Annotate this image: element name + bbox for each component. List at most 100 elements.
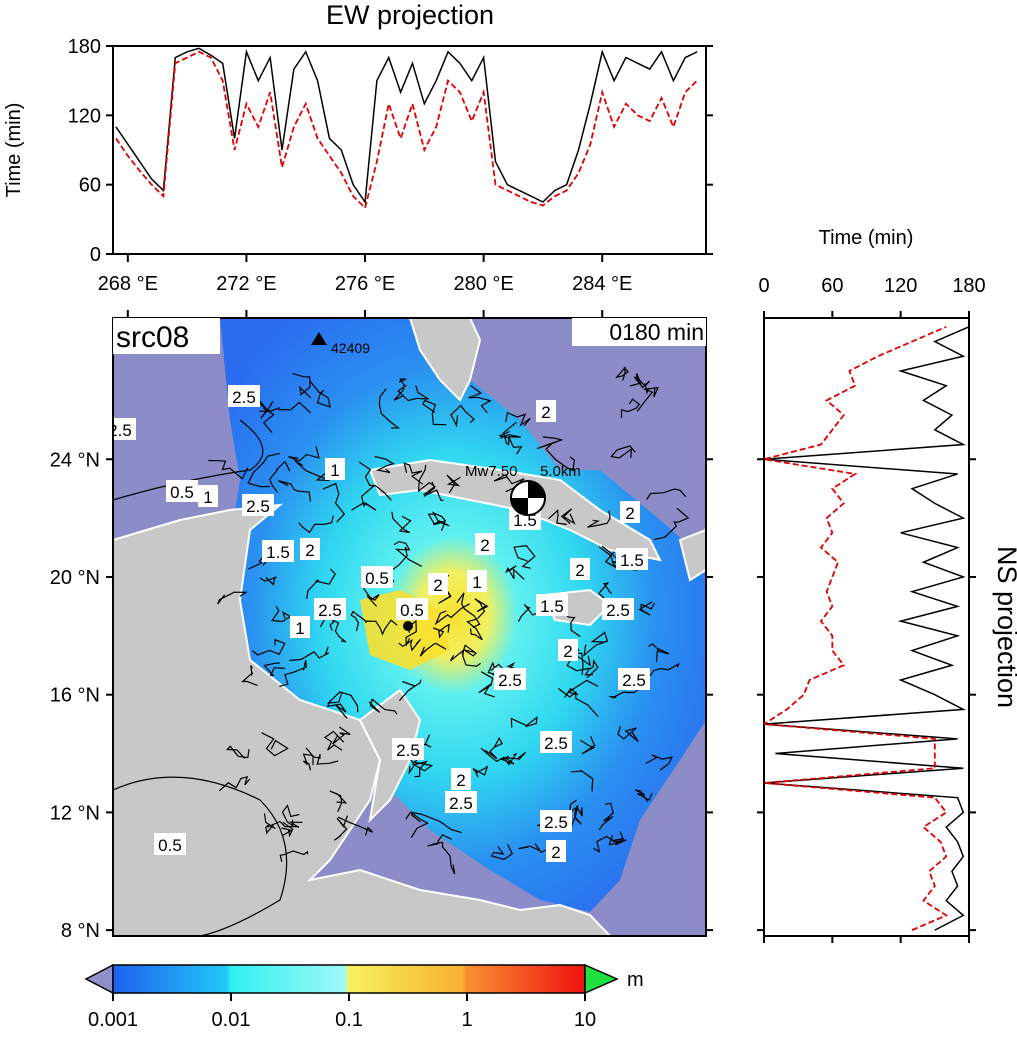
ns-panel: Time (min) NS projection 0 60 120 180 [758, 227, 1017, 943]
contour-label: 2.5 [622, 671, 646, 690]
map-ytick-label: 16 °N [50, 685, 100, 707]
contour-line [326, 699, 348, 719]
contour-line [432, 841, 456, 875]
contour-line [302, 753, 314, 771]
colorbar-tick-label: 0.1 [335, 1009, 363, 1031]
contour-line [279, 850, 309, 863]
contour-line [432, 623, 450, 639]
source-point-icon [403, 621, 413, 631]
contour-line [393, 540, 422, 567]
contour-line [419, 642, 447, 657]
contour-line [351, 485, 377, 511]
contour-line [263, 813, 276, 835]
contour-line [397, 384, 429, 402]
contour-label-box [540, 810, 572, 832]
contour-label-box [467, 570, 487, 592]
contour-line [446, 474, 461, 494]
contour-line [545, 442, 576, 472]
ew-ytick-label: 0 [90, 244, 101, 266]
contour-line [289, 646, 330, 662]
contour-label-box [396, 598, 428, 620]
contour-line [350, 610, 367, 632]
contour-line [634, 789, 653, 802]
contour-line [427, 834, 452, 847]
contour-line [251, 638, 286, 656]
contour-line [391, 511, 412, 534]
contour-line [449, 648, 481, 667]
contour-label: 1 [330, 461, 339, 480]
contour-line [517, 603, 541, 622]
contour-line [427, 513, 450, 527]
ew-frame [112, 45, 707, 255]
station-label: 42409 [331, 340, 370, 356]
contour-line [548, 509, 567, 526]
colorbar-ticks: 0.001 0.01 0.1 1 10 [88, 993, 596, 1031]
contour-line [557, 688, 599, 717]
contour-line [405, 811, 462, 834]
contour-line [271, 605, 292, 623]
contour-line [466, 618, 483, 641]
contour-line [646, 488, 687, 500]
land-florida [408, 318, 482, 402]
contour-label: 2 [551, 843, 560, 862]
ns-xtick-label: 120 [884, 275, 917, 297]
contour-label: 2.5 [449, 794, 473, 813]
contour-line [338, 816, 374, 836]
contour-line [570, 769, 594, 792]
contour-line [645, 754, 673, 771]
contour-line [498, 421, 517, 446]
contour-label: 2.5 [544, 734, 568, 753]
contour-label-box [290, 616, 310, 638]
contour-label-box [602, 598, 634, 620]
ns-xtick-label: 0 [758, 275, 769, 297]
contour-label-box [445, 791, 477, 813]
contour-label: 0.5 [365, 569, 389, 588]
ns-series-line-1 [764, 326, 949, 931]
contour-label: 1 [472, 573, 481, 592]
contour-line [598, 802, 614, 831]
contour-line [363, 580, 380, 607]
contour-line [536, 436, 564, 450]
contour-line [610, 445, 636, 459]
ew-xtick-label: 280 °E [453, 273, 513, 295]
contour-line [260, 404, 275, 433]
ew-series-line-0 [115, 47, 698, 205]
ew-xtick-label: 272 °E [216, 273, 276, 295]
contour-line [378, 388, 401, 429]
colorbar-unit: m [627, 969, 644, 991]
map-ytick-label: 24 °N [50, 449, 100, 471]
contour-label: 2.5 [606, 601, 630, 620]
colorbar-over-triangle [584, 963, 619, 995]
contour-line [422, 399, 447, 426]
contour-line [636, 386, 659, 412]
contour-line [583, 631, 609, 657]
ew-ytick-label: 60 [79, 175, 101, 197]
contour-line [259, 401, 312, 414]
contour-line [450, 404, 475, 428]
contour-label: 2.5 [498, 671, 522, 690]
contour-line [480, 747, 518, 766]
contour-label: 2.5 [396, 741, 420, 760]
contour-label: 1.5 [620, 551, 644, 570]
contour-label-box [428, 573, 448, 595]
contour-label-box [616, 548, 648, 570]
contour-label-box [228, 385, 260, 407]
contour-line [584, 658, 599, 679]
colorbar-tick-label: 0.001 [88, 1009, 138, 1031]
contour-line [408, 760, 429, 778]
event-depth-label: 5.0km [540, 463, 581, 480]
contour-line [611, 831, 627, 846]
contour-label-box [113, 418, 136, 440]
ns-frame [763, 317, 970, 937]
contour-line [423, 481, 444, 502]
contour-line [393, 378, 407, 401]
event-magnitude-label: Mw7.50 [465, 463, 518, 480]
contour-line [281, 804, 300, 827]
contour-label: 1 [203, 488, 212, 507]
contour-line [218, 775, 251, 792]
ew-panel: EW projection Time (min) 0 60 120 180 268 °… [3, 0, 713, 318]
colorbar-under-triangle [84, 963, 114, 995]
contour-label: 2.5 [108, 421, 132, 440]
ew-title: EW projection [326, 0, 494, 30]
